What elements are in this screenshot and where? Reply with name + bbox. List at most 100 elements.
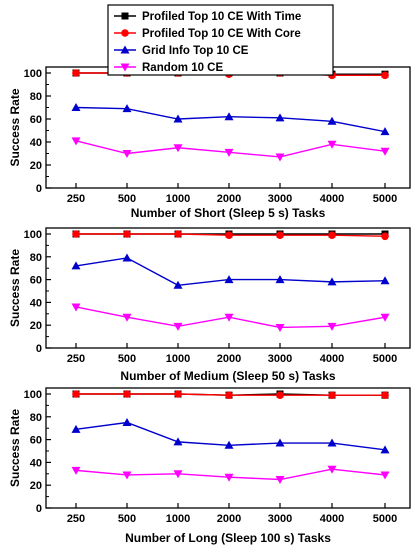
- data-point-random-10-ce: [71, 137, 81, 146]
- plot-frame: [45, 66, 411, 189]
- x-tick-label: 500: [118, 193, 136, 205]
- y-tick-label: 80: [30, 91, 42, 103]
- data-point-random-10-ce: [275, 476, 285, 484]
- y-tick-label: 40: [30, 137, 42, 149]
- y-tick-label: 0: [36, 503, 42, 515]
- legend-label-profiled-top-10-ce-with-core: Profiled Top 10 CE With Core: [142, 28, 301, 40]
- data-point-profiled-top-10-ce-with-core: [276, 231, 284, 239]
- data-point-random-10-ce: [122, 471, 132, 480]
- legend-marker-random-10-ce: [120, 63, 130, 72]
- x-tick-label: 4000: [320, 353, 344, 365]
- x-tick-label: 4000: [320, 193, 344, 205]
- y-axis-title: Success Rate: [8, 409, 22, 487]
- data-point-profiled-top-10-ce-with-core: [225, 391, 233, 399]
- data-point-grid-info-top-10-ce: [327, 116, 337, 125]
- data-point-grid-info-top-10-ce: [224, 275, 234, 284]
- data-point-random-10-ce: [275, 153, 285, 162]
- data-point-random-10-ce: [275, 323, 285, 332]
- data-point-grid-info-top-10-ce: [327, 438, 337, 447]
- x-axis-title: Number of Medium (Sleep 50 s) Tasks: [120, 369, 335, 383]
- data-point-grid-info-top-10-ce: [71, 424, 81, 433]
- chart-panel-1: 0 20 40 60 80 100 250 500 1000 2000 3000 4000 5000 Nu…: [8, 66, 411, 220]
- y-tick-label: 60: [30, 435, 42, 447]
- data-point-grid-info-top-10-ce: [173, 280, 183, 289]
- data-point-grid-info-top-10-ce: [275, 275, 285, 284]
- legend-marker-grid-info-top-10-ce: [120, 45, 130, 54]
- data-point-random-10-ce: [327, 322, 337, 331]
- data-point-profiled-top-10-ce-with-core: [276, 391, 284, 399]
- y-tick-label: 40: [30, 457, 42, 469]
- data-point-profiled-top-10-ce-with-core: [72, 390, 80, 398]
- x-axis-title: Number of Long (Sleep 100 s) Tasks: [125, 531, 331, 545]
- data-point-random-10-ce: [327, 140, 337, 149]
- x-tick-label: 500: [118, 353, 136, 365]
- legend-label-profiled-top-10-ce-with-time: Profiled Top 10 CE With Time: [142, 11, 301, 23]
- y-tick-label: 100: [24, 68, 42, 80]
- data-point-profiled-top-10-ce-with-core: [328, 391, 336, 399]
- data-point-random-10-ce: [380, 471, 390, 480]
- x-tick-label: 4000: [320, 513, 344, 525]
- plot-frame: [45, 387, 411, 509]
- y-tick-label: 40: [30, 297, 42, 309]
- data-point-random-10-ce: [380, 313, 390, 322]
- x-tick-label: 250: [67, 353, 85, 365]
- data-point-grid-info-top-10-ce: [71, 261, 81, 270]
- data-point-profiled-top-10-ce-with-core: [381, 391, 389, 399]
- plot-frame: [45, 227, 411, 349]
- data-point-grid-info-top-10-ce: [224, 112, 234, 121]
- data-point-grid-info-top-10-ce: [380, 276, 390, 285]
- y-axis-title: Success Rate: [8, 88, 22, 166]
- x-tick-label: 3000: [268, 193, 292, 205]
- legend-label-grid-info-top-10-ce: Grid Info Top 10 CE: [142, 45, 249, 57]
- x-tick-label: 5000: [373, 513, 397, 525]
- y-tick-label: 60: [30, 275, 42, 287]
- x-tick-label: 1000: [166, 193, 190, 205]
- x-tick-label: 5000: [373, 193, 397, 205]
- y-axis-title: Success Rate: [8, 249, 22, 327]
- x-axis-title: Number of Short (Sleep 5 s) Tasks: [131, 206, 326, 220]
- data-point-random-10-ce: [327, 465, 337, 474]
- data-point-random-10-ce: [380, 147, 390, 156]
- x-tick-label: 1000: [166, 513, 190, 525]
- data-point-grid-info-top-10-ce: [327, 277, 337, 286]
- data-point-profiled-top-10-ce-with-core: [123, 390, 131, 398]
- data-point-random-10-ce: [224, 313, 234, 322]
- legend-marker-profiled-top-10-ce-with-time: [121, 12, 129, 20]
- x-tick-label: 5000: [373, 353, 397, 365]
- data-point-random-10-ce: [122, 313, 132, 322]
- x-tick-label: 2000: [217, 193, 241, 205]
- data-point-grid-info-top-10-ce: [122, 253, 132, 262]
- y-tick-label: 0: [36, 183, 42, 195]
- data-point-random-10-ce: [122, 150, 132, 158]
- data-point-random-10-ce: [224, 148, 234, 157]
- data-point-profiled-top-10-ce-with-core: [328, 231, 336, 239]
- y-tick-label: 0: [36, 343, 42, 355]
- chart-panel-2: 0 20 40 60 80 100 250 500 1000 2000 3000 4000 5000 Nu…: [8, 227, 411, 383]
- data-point-profiled-top-10-ce-with-core: [225, 231, 233, 239]
- data-point-grid-info-top-10-ce: [380, 445, 390, 454]
- data-point-random-10-ce: [224, 473, 234, 482]
- legend: Profiled Top 10 CE With Time Profiled Top…: [107, 4, 334, 76]
- data-point-random-10-ce: [173, 144, 183, 153]
- x-tick-label: 3000: [268, 513, 292, 525]
- data-point-random-10-ce: [71, 303, 81, 312]
- data-point-random-10-ce: [71, 466, 81, 475]
- y-tick-label: 100: [24, 389, 42, 401]
- data-point-grid-info-top-10-ce: [275, 438, 285, 447]
- y-tick-label: 20: [30, 160, 42, 172]
- data-point-grid-info-top-10-ce: [71, 103, 81, 111]
- data-point-random-10-ce: [173, 322, 183, 331]
- x-tick-label: 2000: [217, 513, 241, 525]
- x-tick-label: 500: [118, 513, 136, 525]
- data-point-grid-info-top-10-ce: [275, 113, 285, 122]
- y-tick-label: 100: [24, 229, 42, 241]
- data-point-grid-info-top-10-ce: [173, 437, 183, 446]
- data-point-profiled-top-10-ce-with-core: [174, 230, 182, 238]
- data-point-random-10-ce: [173, 470, 183, 479]
- data-point-grid-info-top-10-ce: [122, 418, 132, 426]
- data-point-profiled-top-10-ce-with-core: [381, 232, 389, 241]
- legend-marker-profiled-top-10-ce-with-core: [121, 29, 129, 37]
- y-tick-label: 60: [30, 114, 42, 126]
